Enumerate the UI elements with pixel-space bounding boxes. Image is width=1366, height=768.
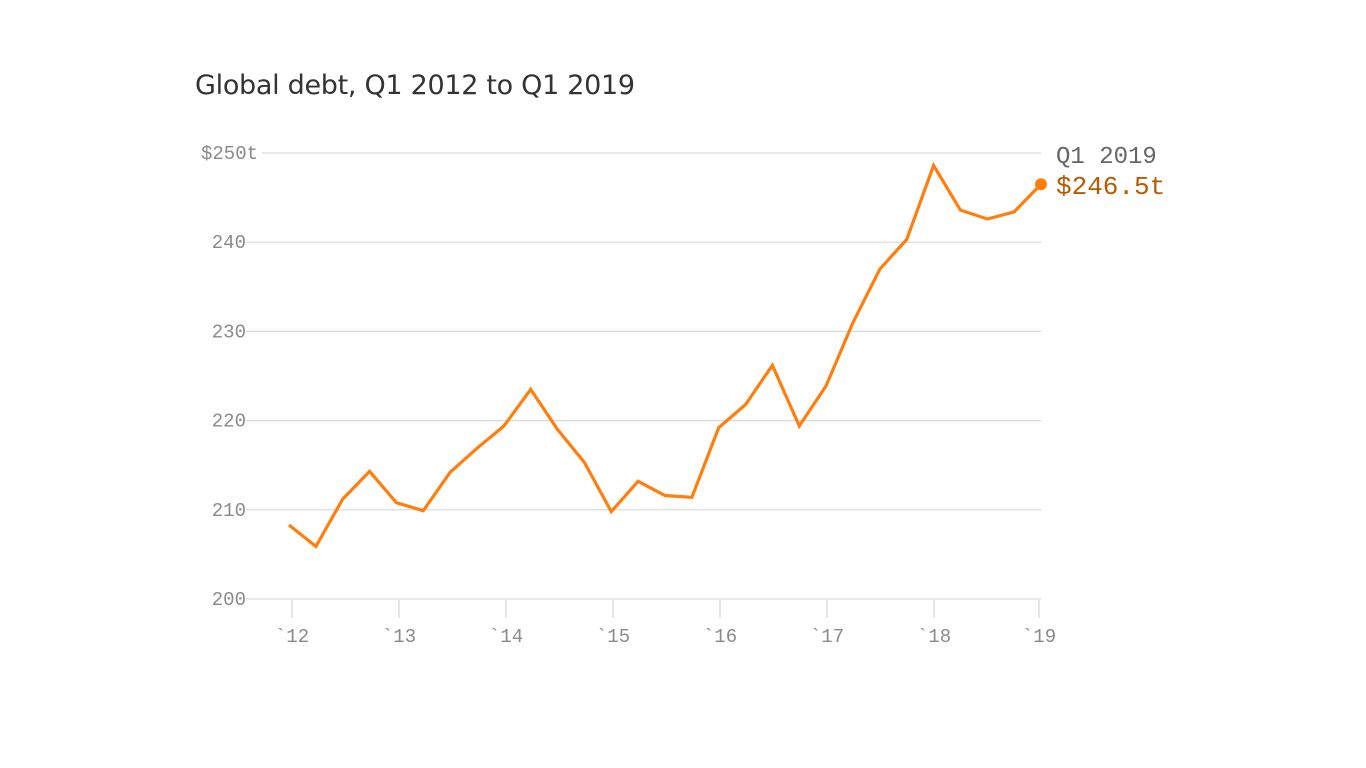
endpoint-marker	[1035, 178, 1047, 191]
x-tick-label: `12	[275, 626, 309, 648]
annotation-period: Q1 2019	[1056, 144, 1157, 171]
annotation-value: $246.5t	[1056, 172, 1165, 202]
x-tick-label: `13	[382, 626, 416, 648]
y-tick-label: $250t	[201, 143, 258, 165]
y-tick-label: 220	[212, 411, 246, 433]
x-tick-label: `14	[489, 626, 523, 648]
chart-title: Global debt, Q1 2012 to Q1 2019	[195, 70, 635, 101]
x-tick-label: `18	[917, 626, 951, 648]
x-tick-label: `15	[596, 626, 630, 648]
y-tick-label: 230	[212, 321, 246, 343]
debt-line	[288, 161, 1043, 549]
y-tick-label: 240	[212, 232, 246, 254]
x-tick-label: `16	[703, 626, 737, 648]
x-tick-label: `19	[1022, 626, 1056, 648]
y-tick-label: 200	[212, 589, 246, 611]
x-tick-label: `17	[810, 626, 844, 648]
y-tick-label: 210	[212, 500, 246, 522]
